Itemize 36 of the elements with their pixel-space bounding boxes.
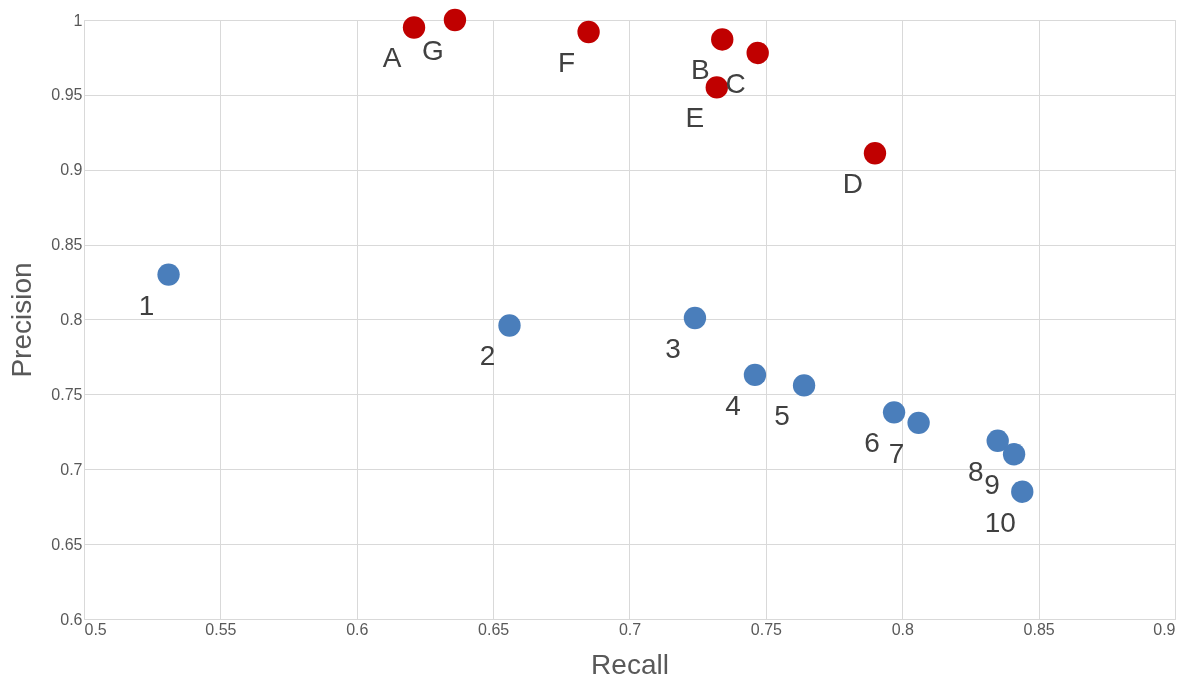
x-tick-label: 0.55 <box>205 620 237 638</box>
x-tick-label: 0.8 <box>891 620 914 638</box>
annotation: B <box>690 54 710 86</box>
annotation: 7 <box>888 437 905 469</box>
x-tick-label: 0.9 <box>1153 620 1176 638</box>
x-axis-title: Recall <box>591 648 669 680</box>
y-tick-label: 0.9 <box>60 161 83 179</box>
annotation: D <box>842 168 864 200</box>
annotation: F <box>558 46 576 78</box>
annotation: C <box>725 67 746 99</box>
annotation: E <box>685 102 705 134</box>
x-tick-label: 0.5 <box>84 620 107 638</box>
y-tick-label: 1 <box>73 11 83 29</box>
y-tick-label: 0.75 <box>51 385 83 403</box>
y-tick-label: 0.85 <box>51 236 83 254</box>
x-tick-label: 0.6 <box>346 620 369 638</box>
y-axis-title: Precision <box>6 262 38 378</box>
y-tick-label: 0.8 <box>60 311 83 328</box>
x-tick-label: 0.65 <box>478 620 510 638</box>
x-tick-label: 0.75 <box>750 620 783 638</box>
annotation: 4 <box>725 389 741 421</box>
annotation: 8 <box>967 455 984 487</box>
annotation: 6 <box>864 427 880 459</box>
annotation: 9 <box>984 469 1000 501</box>
y-tick-label: 0.65 <box>51 535 83 553</box>
annotation: A <box>382 42 402 74</box>
annotation: 3 <box>665 333 681 364</box>
x-tick-label: 0.7 <box>618 620 642 638</box>
annotation: 10 <box>984 506 1016 538</box>
y-tick-label: 0.7 <box>60 460 83 478</box>
annotation: 2 <box>479 340 496 372</box>
annotation: 5 <box>774 400 790 432</box>
x-tick-label: 0.85 <box>1023 620 1055 638</box>
annotation: 1 <box>138 289 155 321</box>
y-tick-label: 0.95 <box>51 86 83 104</box>
annotation: G <box>422 35 444 66</box>
